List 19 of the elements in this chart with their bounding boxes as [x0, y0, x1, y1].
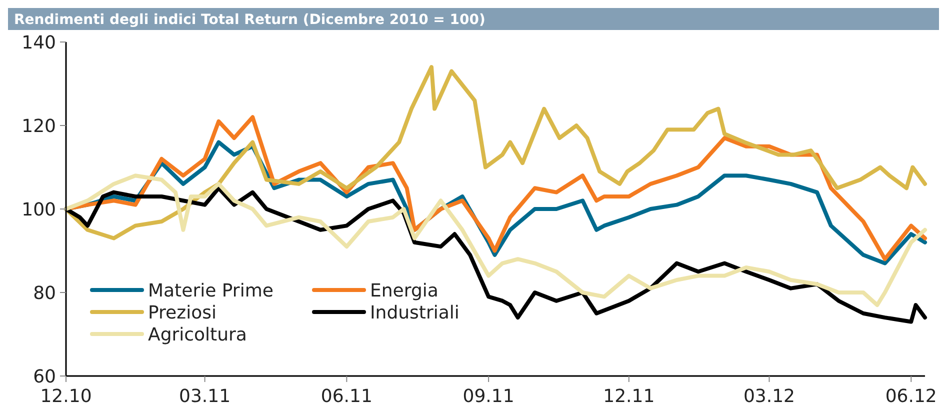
legend-label: Industriali — [370, 302, 460, 324]
line-series — [64, 65, 927, 240]
x-tick-label: 12.11 — [603, 386, 655, 407]
y-tick-label: 100 — [22, 199, 56, 220]
legend-label: Agricoltura — [148, 324, 247, 346]
y-tick-label: 80 — [33, 282, 56, 304]
y-tick-label: 60 — [33, 366, 56, 388]
y-tick-label: 120 — [22, 116, 56, 137]
x-tick-label: 12.10 — [40, 386, 92, 407]
x-tick-label: 06.11 — [320, 386, 372, 407]
chart-title: Rendimenti degli indici Total Return (Dicembre 2010 = 100) — [14, 12, 486, 28]
legend-label: Energia — [370, 280, 438, 302]
legend-label: Materie Prime — [148, 280, 274, 302]
x-tick-label: 03.11 — [179, 386, 231, 407]
x-tick-label: 09.11 — [462, 386, 514, 407]
legend-label: Preziosi — [148, 302, 216, 324]
y-tick-label: 140 — [22, 32, 56, 54]
x-tick-label: 06.12 — [885, 386, 937, 407]
x-tick-label: 03.12 — [743, 386, 796, 407]
